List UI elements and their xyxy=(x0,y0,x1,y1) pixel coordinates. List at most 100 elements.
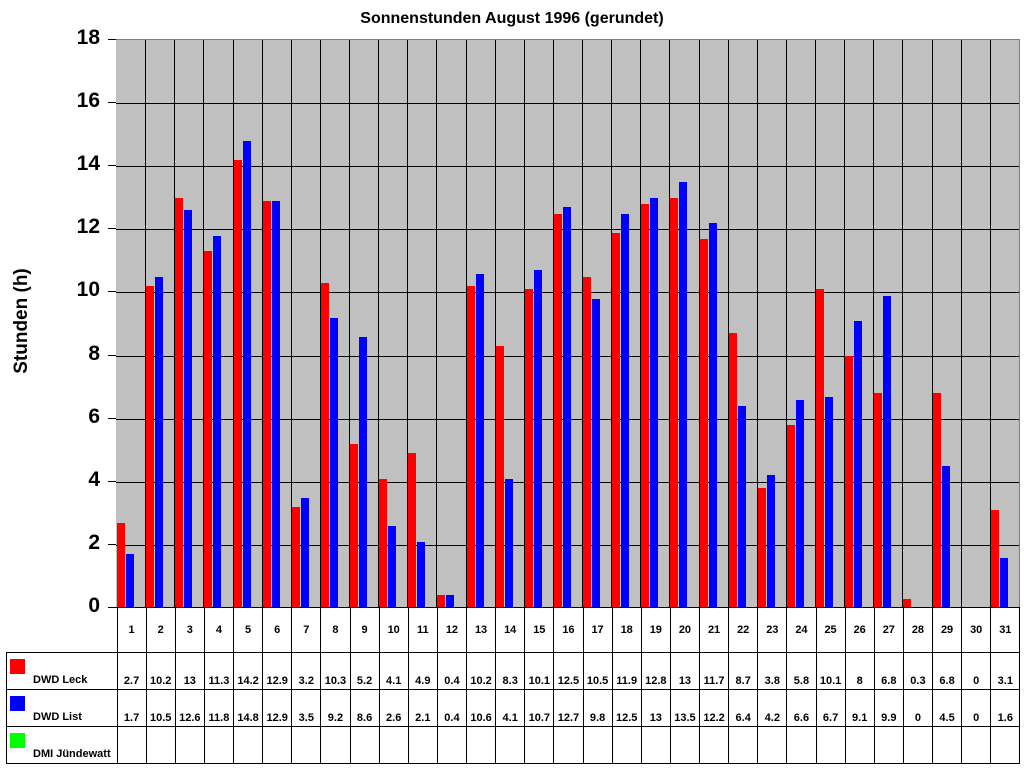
bar-dwd-leck xyxy=(816,289,825,608)
table-cell: 11.7 xyxy=(698,652,730,690)
table-cell: 12.8 xyxy=(640,652,671,690)
gridline xyxy=(116,103,1019,105)
table-cell xyxy=(786,726,817,764)
table-cell: 11.3 xyxy=(203,652,235,690)
table-cell xyxy=(407,726,438,764)
bar-dwd-leck xyxy=(670,197,679,608)
bar-dwd-leck xyxy=(786,424,795,608)
table-cell: 4.2 xyxy=(757,689,788,727)
table-cell: 3.8 xyxy=(757,652,788,690)
bar-dwd-list xyxy=(621,213,630,608)
category-label: 22 xyxy=(728,607,759,653)
bar-dwd-list xyxy=(271,200,280,608)
bar-dwd-leck xyxy=(903,598,912,608)
legend-label: DMI Jündewatt xyxy=(33,748,111,760)
table-cell: 5.2 xyxy=(349,652,380,690)
gridline xyxy=(349,40,351,608)
category-label: 28 xyxy=(902,607,934,653)
y-tick-label: 2 xyxy=(88,530,100,554)
table-cell: 0.4 xyxy=(436,689,468,727)
table-cell: 14.8 xyxy=(232,689,264,727)
table-cell: 3.1 xyxy=(990,652,1021,690)
category-label: 21 xyxy=(698,607,730,653)
table-cell: 8.7 xyxy=(728,652,759,690)
bar-dwd-leck xyxy=(466,286,475,608)
table-cell: 0.4 xyxy=(436,652,468,690)
table-cell: 2.6 xyxy=(378,689,409,727)
bar-dwd-list xyxy=(854,320,863,608)
bar-dwd-list xyxy=(825,396,834,608)
table-cell xyxy=(116,726,147,764)
gridline xyxy=(785,40,787,608)
bar-dwd-leck xyxy=(757,488,766,608)
table-cell: 8 xyxy=(844,652,875,690)
table-cell: 9.1 xyxy=(844,689,875,727)
bar-dwd-list xyxy=(795,399,804,608)
category-label: 4 xyxy=(203,607,235,653)
table-cell xyxy=(291,726,322,764)
bar-dwd-list xyxy=(388,525,397,608)
bar-dwd-leck xyxy=(233,159,242,608)
table-cell: 4.1 xyxy=(495,689,526,727)
bar-dwd-list xyxy=(941,466,950,608)
bar-dwd-list xyxy=(650,197,659,608)
category-label: 11 xyxy=(407,607,438,653)
y-tick-mark xyxy=(108,291,116,293)
category-label: 18 xyxy=(611,607,642,653)
bar-dwd-leck xyxy=(612,232,621,608)
gridline xyxy=(873,40,875,608)
plot-area xyxy=(116,39,1020,608)
bar-dwd-leck xyxy=(350,443,359,608)
bar-dwd-list xyxy=(679,182,688,608)
table-cell xyxy=(815,726,846,764)
gridline xyxy=(931,40,933,608)
table-cell: 6.6 xyxy=(786,689,817,727)
y-tick-mark xyxy=(108,102,116,104)
bar-dwd-list xyxy=(737,406,746,608)
category-label: 5 xyxy=(232,607,264,653)
table-cell: 4.1 xyxy=(378,652,409,690)
gridline xyxy=(669,40,671,608)
bar-dwd-leck xyxy=(845,355,854,608)
table-cell: 1.7 xyxy=(116,689,147,727)
category-label: 2 xyxy=(145,607,176,653)
y-tick-label: 4 xyxy=(88,467,100,491)
table-cell xyxy=(640,726,671,764)
table-cell xyxy=(465,726,497,764)
category-label: 30 xyxy=(961,607,992,653)
bar-dwd-leck xyxy=(553,213,562,608)
category-label: 31 xyxy=(990,607,1021,653)
table-cell: 5.8 xyxy=(786,652,817,690)
gridline xyxy=(203,40,205,608)
y-tick-mark xyxy=(108,165,116,167)
table-cell: 10.2 xyxy=(465,652,497,690)
y-tick-label: 12 xyxy=(76,215,100,239)
table-cell xyxy=(698,726,730,764)
category-label: 26 xyxy=(844,607,875,653)
category-label: 27 xyxy=(873,607,904,653)
table-cell: 8.3 xyxy=(495,652,526,690)
table-cell: 10.2 xyxy=(145,652,176,690)
bar-dwd-leck xyxy=(262,200,271,608)
category-label: 1 xyxy=(116,607,147,653)
table-cell: 0 xyxy=(902,689,934,727)
table-cell xyxy=(232,726,264,764)
bar-dwd-list xyxy=(708,223,717,608)
table-cell xyxy=(582,726,613,764)
gridline xyxy=(960,40,962,608)
bar-dwd-leck xyxy=(146,286,155,608)
category-label: 17 xyxy=(582,607,613,653)
table-cell: 13 xyxy=(640,689,671,727)
bar-dwd-list xyxy=(300,497,309,608)
gridline xyxy=(407,40,409,608)
bar-dwd-list xyxy=(213,235,222,608)
gridline xyxy=(611,40,613,608)
bar-dwd-leck xyxy=(320,282,329,608)
gridline xyxy=(290,40,292,608)
category-label: 16 xyxy=(553,607,584,653)
y-tick-label: 18 xyxy=(76,26,100,49)
table-cell xyxy=(524,726,555,764)
table-cell: 14.2 xyxy=(232,652,264,690)
table-cell: 9.8 xyxy=(582,689,613,727)
gridline xyxy=(494,40,496,608)
